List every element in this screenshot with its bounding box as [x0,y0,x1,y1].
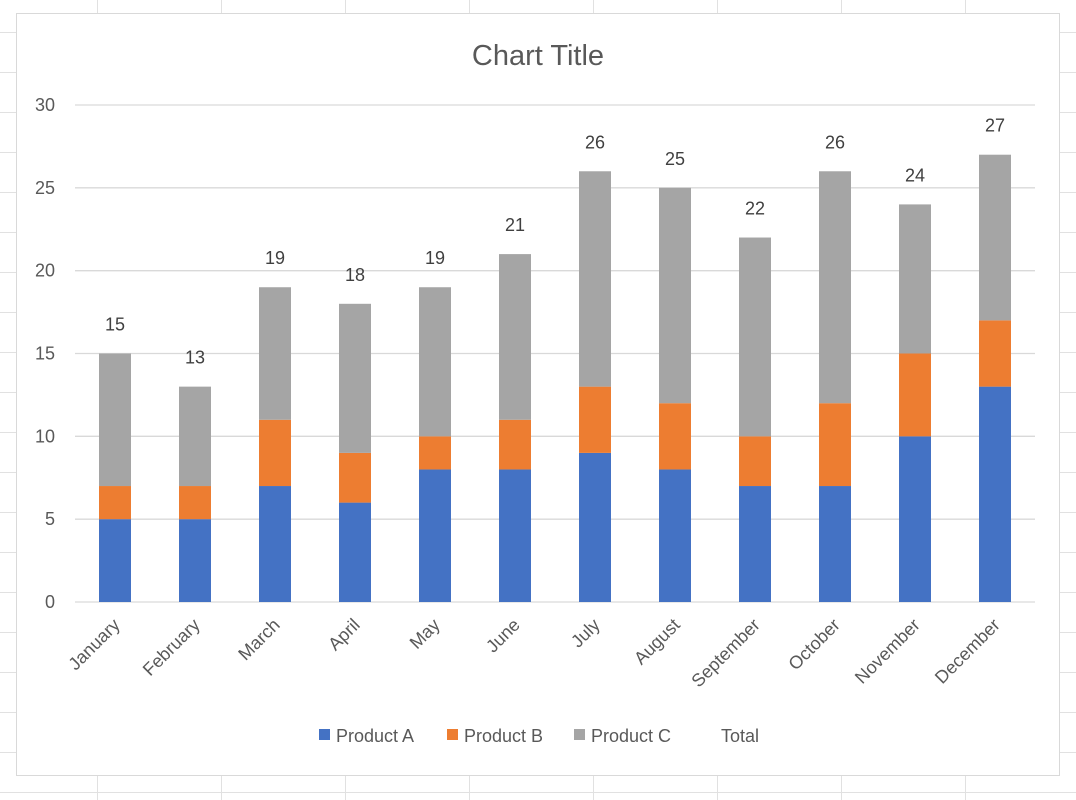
total-data-label[interactable]: 27 [985,116,1005,136]
bar-product-c-february[interactable] [179,386,211,487]
bar-product-a-january[interactable] [99,519,131,602]
legend-entry-product-c[interactable]: Product C [591,726,671,746]
bar-product-b-june[interactable] [499,419,531,470]
bar-product-c-october[interactable] [819,171,851,404]
bar-product-a-march[interactable] [259,486,291,602]
bar-product-b-may[interactable] [419,436,451,470]
data-labels[interactable]: 15 13 19 18 19 21 26 25 22 26 24 27 [105,116,1005,368]
bar-product-b-april[interactable] [339,452,371,503]
bar-product-c-january[interactable] [99,353,131,487]
legend-entry-product-b[interactable]: Product B [464,726,543,746]
total-data-label[interactable]: 19 [425,248,445,268]
legend-entry-total[interactable]: Total [721,726,759,746]
x-tick-label: January [64,615,123,674]
bar-product-a-may[interactable] [419,469,451,602]
total-data-label[interactable]: 13 [185,348,205,368]
x-tick-label: June [482,615,524,657]
bar-product-a-september[interactable] [739,486,771,602]
x-tick-label: December [931,615,1004,688]
x-tick-label: April [324,615,364,655]
x-axis[interactable]: January February March April May June July Augu… [64,615,1003,691]
y-tick-label: 5 [45,509,55,529]
y-tick-label: 30 [35,95,55,115]
chart-title[interactable]: Chart Title [472,40,604,72]
bar-product-a-october[interactable] [819,486,851,602]
gridlines [75,104,1035,603]
bar-product-a-july[interactable] [579,452,611,602]
total-data-label[interactable]: 25 [665,149,685,169]
total-data-label[interactable]: 22 [745,199,765,219]
legend-swatch [447,729,458,740]
total-data-label[interactable]: 21 [505,215,525,235]
bar-product-c-september[interactable] [739,237,771,437]
bar-product-a-december[interactable] [979,386,1011,602]
legend-swatch [319,729,330,740]
chart-area[interactable]: Chart Title 0 5 10 15 20 25 30 January February… [16,13,1060,776]
bar-product-c-april[interactable] [339,303,371,453]
legend[interactable]: Product A Product B Product C Total [319,726,759,746]
legend-entry-product-a[interactable]: Product A [336,726,414,746]
bar-product-b-august[interactable] [659,403,691,470]
bar-product-b-march[interactable] [259,419,291,487]
bar-product-a-november[interactable] [899,436,931,602]
total-data-label[interactable]: 26 [585,132,605,152]
total-data-label[interactable]: 18 [345,265,365,285]
x-tick-label: February [139,615,204,680]
bar-product-b-september[interactable] [739,436,771,487]
bar-product-b-january[interactable] [99,486,131,520]
bar-product-c-august[interactable] [659,187,691,404]
y-axis[interactable]: 0 5 10 15 20 25 30 [35,95,55,612]
bar-product-c-july[interactable] [579,171,611,387]
total-data-label[interactable]: 24 [905,165,925,185]
bar-product-c-may[interactable] [419,287,451,437]
plot-area[interactable] [99,154,1011,602]
bar-product-a-april[interactable] [339,502,371,602]
bar-product-c-december[interactable] [979,154,1011,321]
y-tick-label: 0 [45,592,55,612]
y-tick-label: 20 [35,261,55,281]
x-tick-label: August [630,615,684,669]
bar-product-c-june[interactable] [499,254,531,420]
bar-product-b-october[interactable] [819,403,851,487]
bar-product-b-november[interactable] [899,353,931,437]
bar-product-c-november[interactable] [899,204,931,354]
bar-product-b-february[interactable] [179,486,211,520]
y-tick-label: 15 [35,344,55,364]
bar-product-a-february[interactable] [179,519,211,602]
bar-product-b-december[interactable] [979,320,1011,387]
x-tick-label: November [851,615,924,688]
y-tick-label: 25 [35,178,55,198]
bar-product-a-june[interactable] [499,469,531,602]
total-data-label[interactable]: 26 [825,132,845,152]
bar-product-a-august[interactable] [659,469,691,602]
x-tick-label: September [687,615,763,691]
legend-swatch [574,729,585,740]
x-tick-label: May [406,615,444,653]
x-tick-label: March [234,615,284,665]
x-tick-label: October [784,615,843,674]
x-tick-label: July [567,615,604,652]
bar-product-b-july[interactable] [579,386,611,453]
y-tick-label: 10 [35,426,55,446]
stacked-column-chart: Chart Title 0 5 10 15 20 25 30 January February… [35,40,1035,746]
total-data-label[interactable]: 15 [105,315,125,335]
bar-product-c-march[interactable] [259,287,291,420]
total-data-label[interactable]: 19 [265,248,285,268]
